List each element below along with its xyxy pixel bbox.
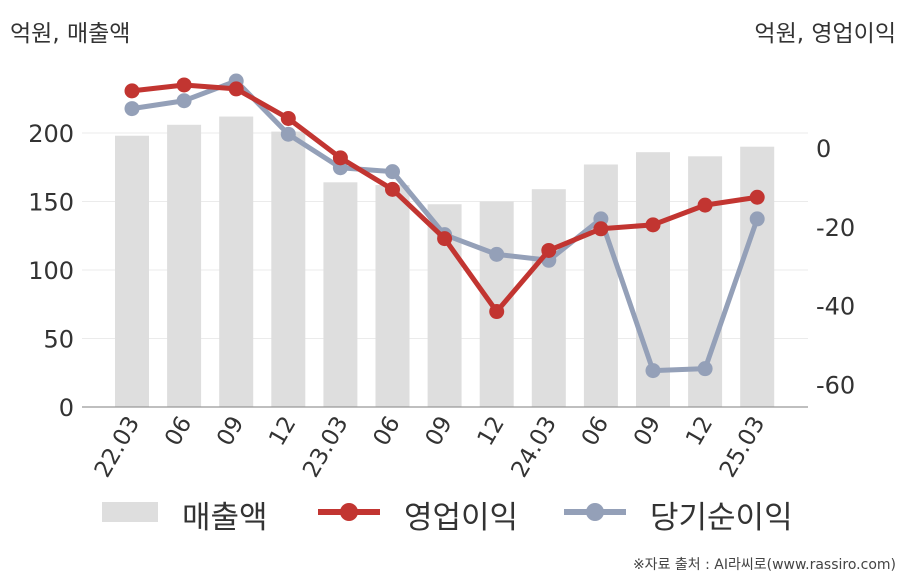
point-net-income — [385, 164, 400, 180]
bar-revenue — [583, 164, 618, 407]
point-operating-profit — [280, 110, 296, 126]
right-tick-label: -60 — [816, 371, 855, 399]
point-operating-profit — [593, 221, 609, 237]
bar-revenue — [740, 146, 775, 407]
x-tick-label: 12 — [264, 412, 301, 450]
left-tick-label: 50 — [43, 326, 74, 354]
legend-net-income-marker — [586, 503, 604, 521]
left-tick-label: 150 — [28, 189, 74, 217]
point-net-income — [645, 363, 661, 379]
left-tick-label: 200 — [28, 120, 74, 148]
point-operating-profit — [176, 77, 192, 93]
right-tick-label: -40 — [816, 293, 855, 321]
point-operating-profit — [489, 304, 505, 320]
point-net-income — [124, 101, 140, 117]
legend-net-income: 당기순이익 — [564, 492, 804, 536]
point-operating-profit — [385, 181, 400, 197]
x-tick-label: 06 — [369, 412, 406, 450]
legend-revenue-swatch — [102, 502, 158, 522]
point-operating-profit — [645, 217, 661, 233]
x-tick-label: 12 — [473, 412, 510, 450]
legend-operating-profit-marker — [340, 503, 358, 521]
x-tick-label: 09 — [421, 412, 458, 450]
point-operating-profit — [124, 83, 140, 99]
right-tick-label: -20 — [816, 214, 855, 242]
bar-revenue — [167, 124, 202, 407]
bar-revenue — [271, 131, 306, 407]
legend-operating-profit: 영업이익 — [318, 492, 528, 536]
right-tick-label: 0 — [816, 135, 831, 163]
left-tick-label: 100 — [28, 257, 74, 285]
legend-revenue-label: 매출액 — [182, 500, 268, 536]
point-net-income — [489, 246, 505, 262]
point-operating-profit — [332, 150, 348, 166]
point-net-income — [280, 126, 296, 142]
x-tick-label: 12 — [681, 412, 718, 450]
bar-revenue — [115, 135, 149, 408]
x-tick-label: 23.03 — [298, 412, 353, 480]
x-tick-label: 24.03 — [507, 412, 562, 480]
legend-net-income-label: 당기순이익 — [650, 500, 793, 536]
source-credit: ※자료 출처 : AI라씨로(www.rassiro.com) — [632, 557, 896, 573]
point-operating-profit — [749, 189, 765, 205]
point-operating-profit — [228, 81, 244, 97]
bar-revenue — [323, 182, 358, 407]
point-operating-profit — [697, 197, 713, 213]
legend-revenue: 매출액 — [102, 492, 272, 536]
x-tick-label: 25.03 — [715, 412, 770, 480]
x-tick-label: 06 — [577, 412, 614, 450]
bar-revenue — [375, 185, 410, 407]
bar-revenue — [219, 116, 254, 407]
point-net-income — [697, 361, 713, 377]
point-net-income — [176, 93, 192, 109]
x-tick-label: 22.03 — [90, 412, 145, 480]
left-tick-label: 0 — [59, 394, 74, 422]
right-axis-unit: 억원, 영업이익 — [754, 21, 896, 47]
point-operating-profit — [437, 231, 453, 247]
point-operating-profit — [541, 242, 557, 258]
x-tick-label: 09 — [212, 412, 249, 450]
left-axis-unit: 억원, 매출액 — [10, 21, 131, 47]
x-tick-label: 09 — [629, 412, 666, 450]
bar-revenue — [531, 189, 566, 407]
legend-operating-profit-label: 영업이익 — [404, 500, 519, 536]
point-net-income — [749, 211, 765, 227]
x-tick-label: 06 — [160, 412, 197, 450]
